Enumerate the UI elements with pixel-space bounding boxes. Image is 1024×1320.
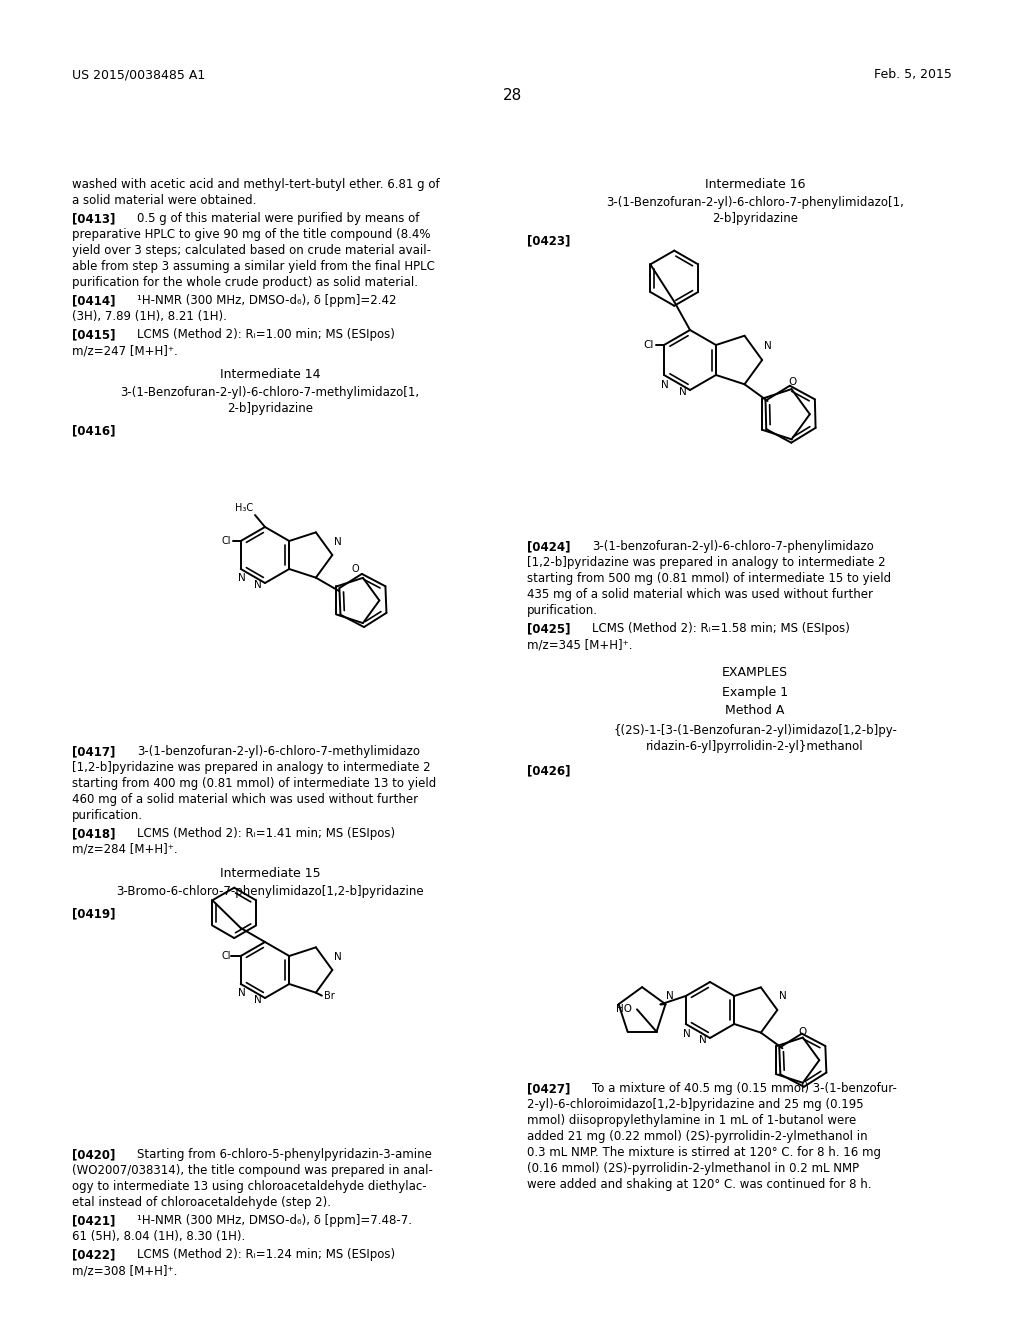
- Text: m/z=345 [M+H]⁺.: m/z=345 [M+H]⁺.: [527, 638, 633, 651]
- Text: O: O: [788, 378, 797, 387]
- Text: were added and shaking at 120° C. was continued for 8 h.: were added and shaking at 120° C. was co…: [527, 1177, 871, 1191]
- Text: ogy to intermediate 13 using chloroacetaldehyde diethylac-: ogy to intermediate 13 using chloroaceta…: [72, 1180, 427, 1193]
- Text: [0425]: [0425]: [527, 622, 570, 635]
- Text: able from step 3 assuming a similar yield from the final HPLC: able from step 3 assuming a similar yiel…: [72, 260, 435, 273]
- Text: ridazin-6-yl]pyrrolidin-2-yl}methanol: ridazin-6-yl]pyrrolidin-2-yl}methanol: [646, 741, 864, 752]
- Text: US 2015/0038485 A1: US 2015/0038485 A1: [72, 69, 205, 81]
- Text: 3-(1-Benzofuran-2-yl)-6-chloro-7-phenylimidazo[1,: 3-(1-Benzofuran-2-yl)-6-chloro-7-phenyli…: [606, 195, 904, 209]
- Text: N: N: [764, 341, 772, 351]
- Text: [0415]: [0415]: [72, 327, 116, 341]
- Text: N: N: [666, 991, 674, 1002]
- Text: Intermediate 15: Intermediate 15: [220, 867, 321, 880]
- Text: 3-(1-Benzofuran-2-yl)-6-chloro-7-methylimidazo[1,: 3-(1-Benzofuran-2-yl)-6-chloro-7-methyli…: [121, 385, 420, 399]
- Text: N: N: [254, 995, 262, 1005]
- Text: a solid material were obtained.: a solid material were obtained.: [72, 194, 256, 207]
- Text: LCMS (Method 2): Rᵢ=1.41 min; MS (ESIpos): LCMS (Method 2): Rᵢ=1.41 min; MS (ESIpos…: [137, 828, 395, 840]
- Text: starting from 500 mg (0.81 mmol) of intermediate 15 to yield: starting from 500 mg (0.81 mmol) of inte…: [527, 572, 891, 585]
- Text: Intermediate 16: Intermediate 16: [705, 178, 805, 191]
- Text: m/z=308 [M+H]⁺.: m/z=308 [M+H]⁺.: [72, 1265, 177, 1276]
- Text: 28: 28: [503, 88, 521, 103]
- Text: N: N: [779, 991, 787, 1001]
- Text: (3H), 7.89 (1H), 8.21 (1H).: (3H), 7.89 (1H), 8.21 (1H).: [72, 310, 227, 323]
- Text: LCMS (Method 2): Rᵢ=1.00 min; MS (ESIpos): LCMS (Method 2): Rᵢ=1.00 min; MS (ESIpos…: [137, 327, 395, 341]
- Text: 3-(1-benzofuran-2-yl)-6-chloro-7-phenylimidazo: 3-(1-benzofuran-2-yl)-6-chloro-7-phenyli…: [592, 540, 873, 553]
- Text: N: N: [662, 380, 669, 389]
- Text: [0413]: [0413]: [72, 213, 116, 224]
- Text: Cl: Cl: [221, 950, 230, 961]
- Text: 2-b]pyridazine: 2-b]pyridazine: [227, 403, 313, 414]
- Text: 2-yl)-6-chloroimidazo[1,2-b]pyridazine and 25 mg (0.195: 2-yl)-6-chloroimidazo[1,2-b]pyridazine a…: [527, 1098, 863, 1111]
- Text: N: N: [335, 537, 342, 546]
- Text: [0419]: [0419]: [72, 907, 116, 920]
- Text: N: N: [335, 952, 342, 962]
- Text: 3-Bromo-6-chloro-7-phenylimidazo[1,2-b]pyridazine: 3-Bromo-6-chloro-7-phenylimidazo[1,2-b]p…: [116, 884, 424, 898]
- Text: Feb. 5, 2015: Feb. 5, 2015: [874, 69, 952, 81]
- Text: [0416]: [0416]: [72, 424, 116, 437]
- Text: Intermediate 14: Intermediate 14: [220, 368, 321, 381]
- Text: etal instead of chloroacetaldehyde (step 2).: etal instead of chloroacetaldehyde (step…: [72, 1196, 331, 1209]
- Text: [0421]: [0421]: [72, 1214, 116, 1228]
- Text: Cl: Cl: [221, 536, 230, 546]
- Text: ¹H-NMR (300 MHz, DMSO-d₆), δ [ppm]=7.48-7.: ¹H-NMR (300 MHz, DMSO-d₆), δ [ppm]=7.48-…: [137, 1214, 412, 1228]
- Text: [0423]: [0423]: [527, 234, 570, 247]
- Text: purification.: purification.: [72, 809, 143, 822]
- Text: Starting from 6-chloro-5-phenylpyridazin-3-amine: Starting from 6-chloro-5-phenylpyridazin…: [137, 1148, 432, 1162]
- Text: [0426]: [0426]: [527, 764, 570, 777]
- Text: O: O: [352, 564, 359, 574]
- Text: added 21 mg (0.22 mmol) (2S)-pyrrolidin-2-ylmethanol in: added 21 mg (0.22 mmol) (2S)-pyrrolidin-…: [527, 1130, 867, 1143]
- Text: 460 mg of a solid material which was used without further: 460 mg of a solid material which was use…: [72, 793, 418, 807]
- Text: N: N: [679, 387, 687, 397]
- Text: N: N: [683, 1030, 690, 1039]
- Text: starting from 400 mg (0.81 mmol) of intermediate 13 to yield: starting from 400 mg (0.81 mmol) of inte…: [72, 777, 436, 789]
- Text: [0414]: [0414]: [72, 294, 116, 308]
- Text: Cl: Cl: [644, 341, 654, 350]
- Text: LCMS (Method 2): Rᵢ=1.58 min; MS (ESIpos): LCMS (Method 2): Rᵢ=1.58 min; MS (ESIpos…: [592, 622, 850, 635]
- Text: (WO2007/038314), the title compound was prepared in anal-: (WO2007/038314), the title compound was …: [72, 1164, 433, 1177]
- Text: Example 1: Example 1: [722, 686, 788, 700]
- Text: purification for the whole crude product) as solid material.: purification for the whole crude product…: [72, 276, 418, 289]
- Text: [0427]: [0427]: [527, 1082, 570, 1096]
- Text: [0420]: [0420]: [72, 1148, 116, 1162]
- Text: Br: Br: [324, 990, 335, 1001]
- Text: Method A: Method A: [725, 704, 784, 717]
- Text: HO: HO: [616, 1005, 632, 1014]
- Text: N: N: [238, 573, 246, 583]
- Text: m/z=284 [M+H]⁺.: m/z=284 [M+H]⁺.: [72, 843, 177, 855]
- Text: N: N: [254, 579, 262, 590]
- Text: 61 (5H), 8.04 (1H), 8.30 (1H).: 61 (5H), 8.04 (1H), 8.30 (1H).: [72, 1230, 246, 1243]
- Text: 0.3 mL NMP. The mixture is stirred at 120° C. for 8 h. 16 mg: 0.3 mL NMP. The mixture is stirred at 12…: [527, 1146, 881, 1159]
- Text: 435 mg of a solid material which was used without further: 435 mg of a solid material which was use…: [527, 587, 873, 601]
- Text: yield over 3 steps; calculated based on crude material avail-: yield over 3 steps; calculated based on …: [72, 244, 431, 257]
- Text: washed with acetic acid and methyl-tert-butyl ether. 6.81 g of: washed with acetic acid and methyl-tert-…: [72, 178, 439, 191]
- Text: [1,2-b]pyridazine was prepared in analogy to intermediate 2: [1,2-b]pyridazine was prepared in analog…: [527, 556, 886, 569]
- Text: preparative HPLC to give 90 mg of the title compound (8.4%: preparative HPLC to give 90 mg of the ti…: [72, 228, 430, 242]
- Text: [1,2-b]pyridazine was prepared in analogy to intermediate 2: [1,2-b]pyridazine was prepared in analog…: [72, 762, 431, 774]
- Text: m/z=247 [M+H]⁺.: m/z=247 [M+H]⁺.: [72, 345, 178, 356]
- Text: O: O: [799, 1027, 807, 1036]
- Text: 0.5 g of this material were purified by means of: 0.5 g of this material were purified by …: [137, 213, 420, 224]
- Text: H₃C: H₃C: [234, 503, 253, 513]
- Text: (0.16 mmol) (2S)-pyrrolidin-2-ylmethanol in 0.2 mL NMP: (0.16 mmol) (2S)-pyrrolidin-2-ylmethanol…: [527, 1162, 859, 1175]
- Text: {(2S)-1-[3-(1-Benzofuran-2-yl)imidazo[1,2-b]py-: {(2S)-1-[3-(1-Benzofuran-2-yl)imidazo[1,…: [613, 723, 897, 737]
- Text: purification.: purification.: [527, 605, 598, 616]
- Text: LCMS (Method 2): Rᵢ=1.24 min; MS (ESIpos): LCMS (Method 2): Rᵢ=1.24 min; MS (ESIpos…: [137, 1247, 395, 1261]
- Text: [0418]: [0418]: [72, 828, 116, 840]
- Text: N: N: [238, 987, 246, 998]
- Text: N: N: [699, 1035, 707, 1045]
- Text: 2-b]pyridazine: 2-b]pyridazine: [712, 213, 798, 224]
- Text: 3-(1-benzofuran-2-yl)-6-chloro-7-methylimidazo: 3-(1-benzofuran-2-yl)-6-chloro-7-methyli…: [137, 744, 420, 758]
- Text: To a mixture of 40.5 mg (0.15 mmol) 3-(1-benzofur-: To a mixture of 40.5 mg (0.15 mmol) 3-(1…: [592, 1082, 897, 1096]
- Text: [0422]: [0422]: [72, 1247, 116, 1261]
- Text: EXAMPLES: EXAMPLES: [722, 667, 788, 678]
- Text: [0424]: [0424]: [527, 540, 570, 553]
- Text: mmol) diisopropylethylamine in 1 mL of 1-butanol were: mmol) diisopropylethylamine in 1 mL of 1…: [527, 1114, 856, 1127]
- Text: [0417]: [0417]: [72, 744, 116, 758]
- Text: ¹H-NMR (300 MHz, DMSO-d₆), δ [ppm]=2.42: ¹H-NMR (300 MHz, DMSO-d₆), δ [ppm]=2.42: [137, 294, 396, 308]
